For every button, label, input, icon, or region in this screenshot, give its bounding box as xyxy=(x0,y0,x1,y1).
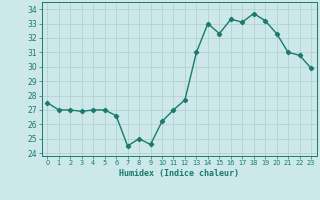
X-axis label: Humidex (Indice chaleur): Humidex (Indice chaleur) xyxy=(119,169,239,178)
